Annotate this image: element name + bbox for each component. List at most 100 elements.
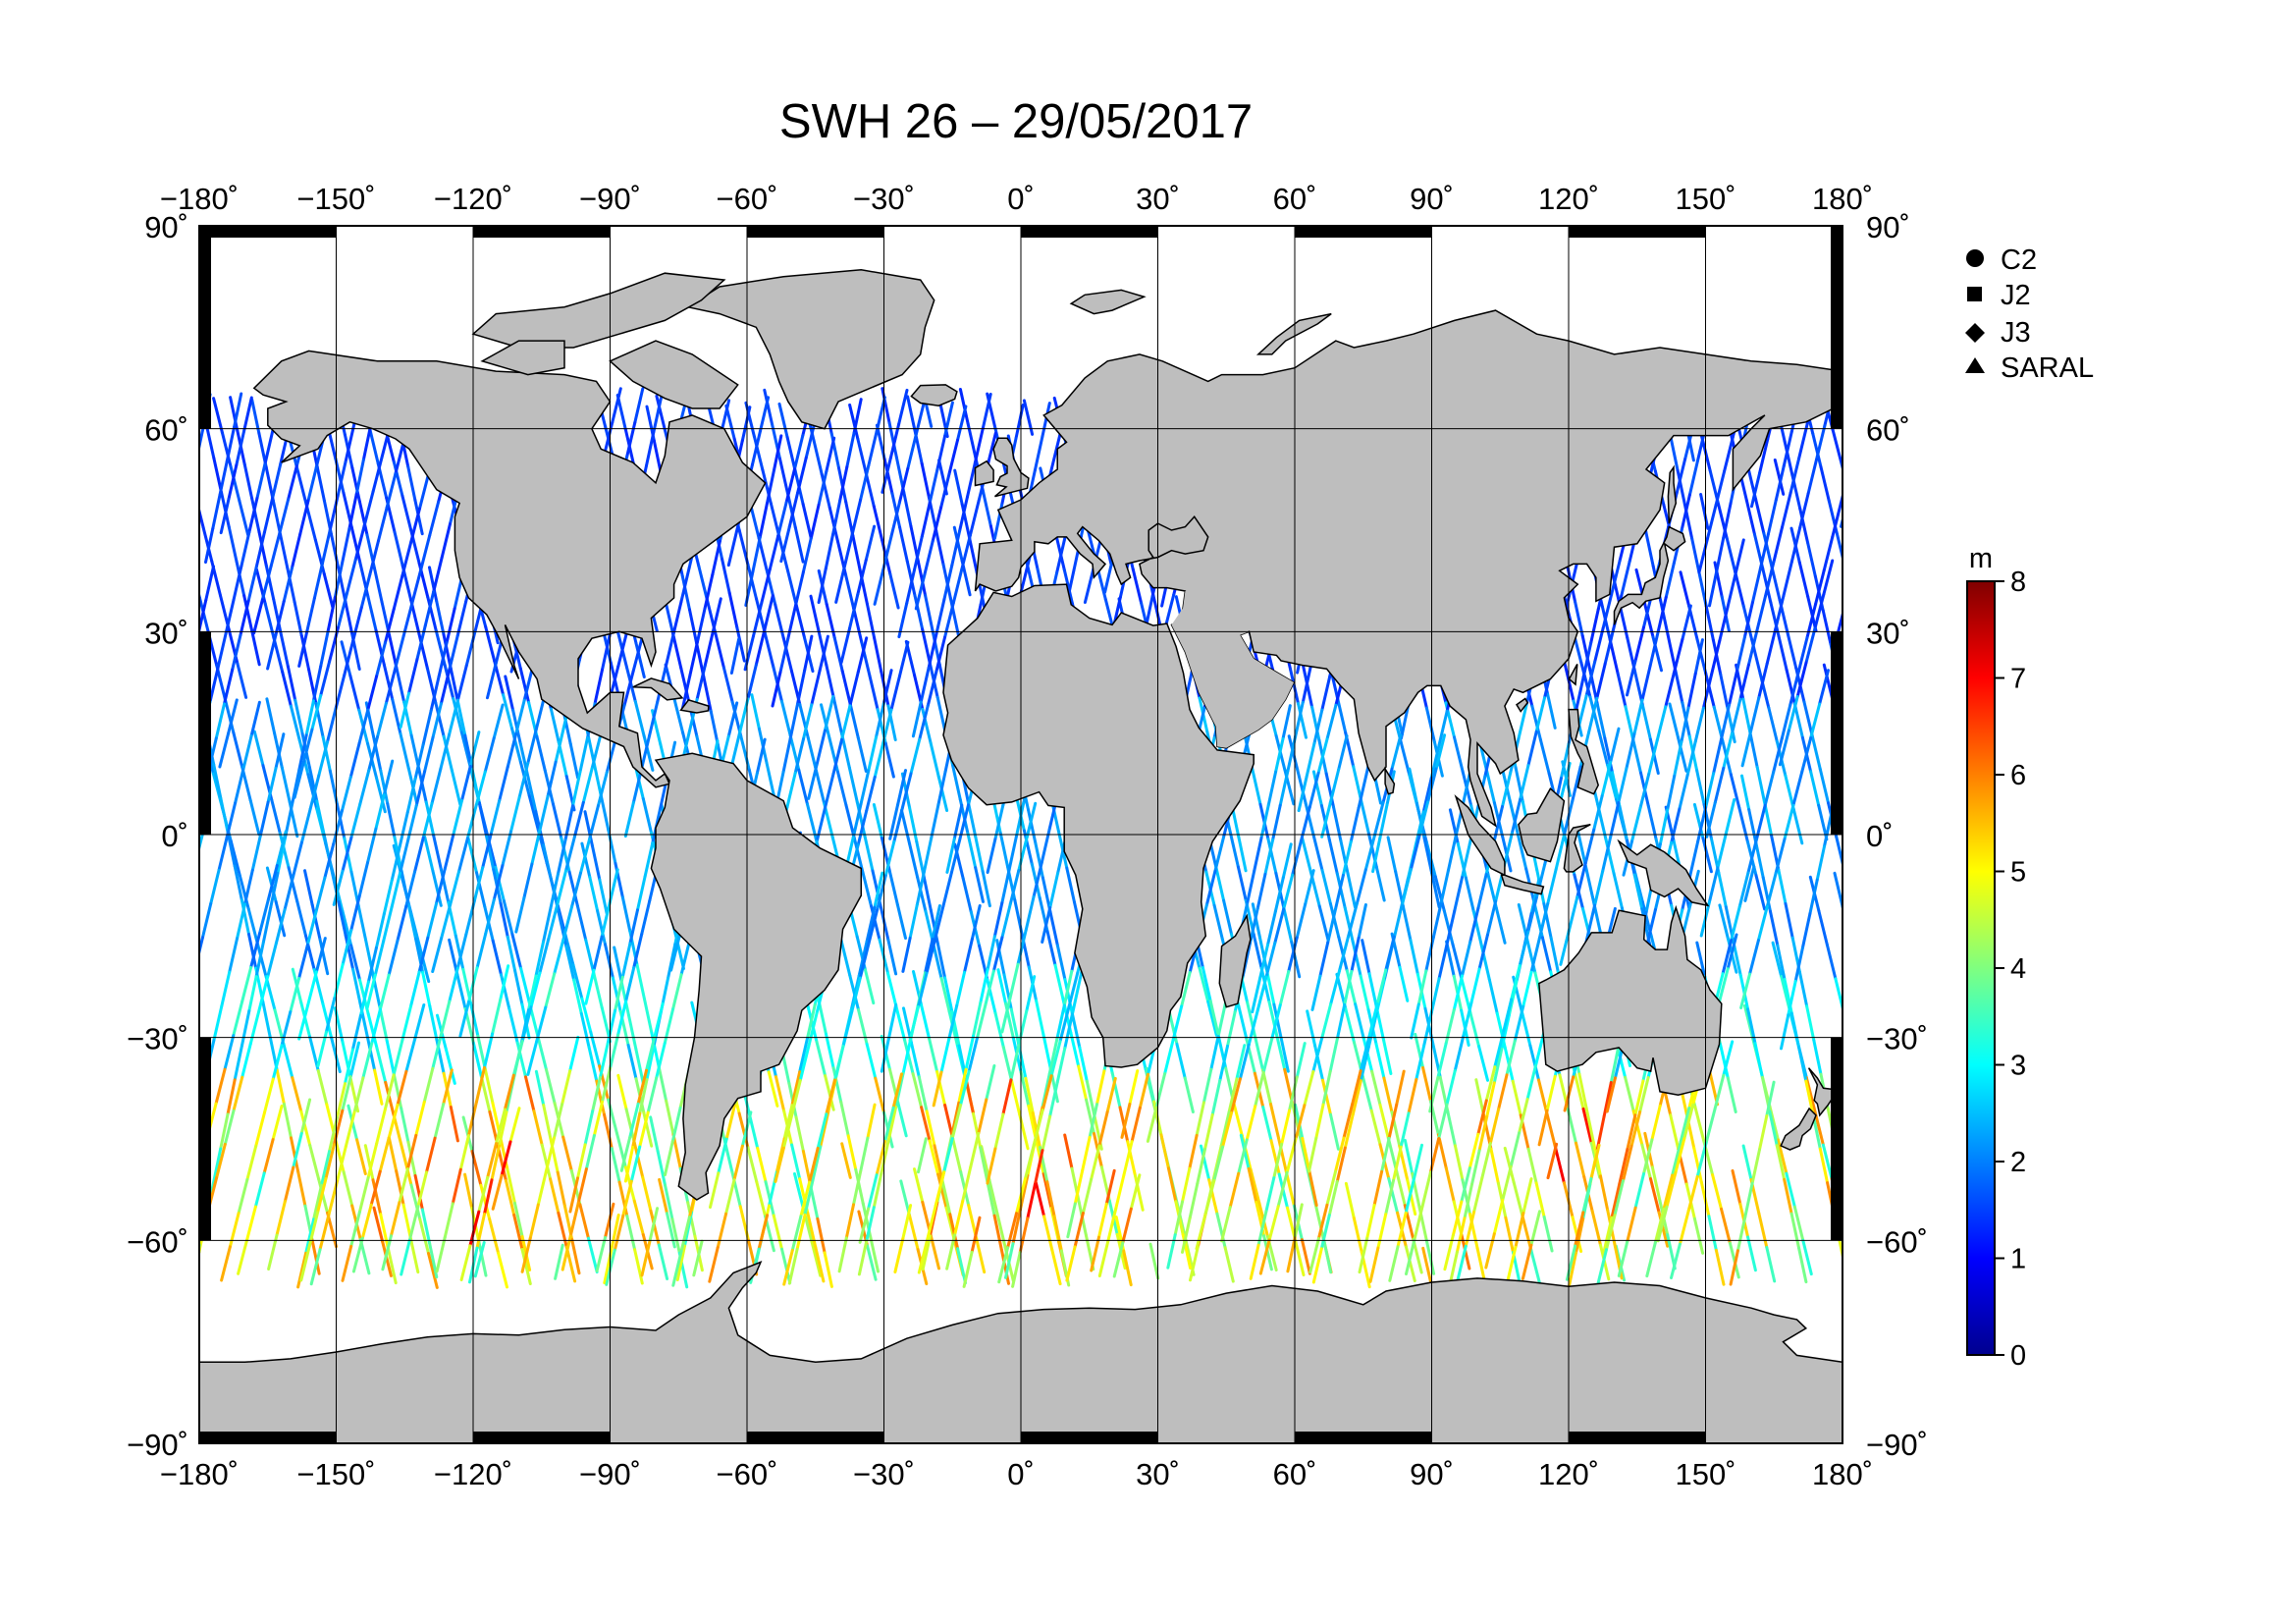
track-segment [435,599,446,636]
track-segment [1762,531,1774,568]
track-segment [1784,902,1794,940]
track-segment [1933,770,1942,803]
track-segment [266,766,278,804]
track-segment [367,735,379,773]
track-segment [1222,898,1234,937]
track-segment [1000,868,1011,905]
track-segment [143,504,152,537]
track-segment [1229,832,1240,869]
track-segment [1935,599,1943,632]
track-segment [622,670,635,707]
track-segment [18,1007,26,1041]
track-segment [1522,970,1533,1008]
track-segment [1589,1143,1601,1180]
track-segment [1806,458,1818,496]
track-segment [1252,933,1263,970]
track-segment [320,528,332,566]
track-segment [104,1184,112,1218]
track-segment [224,598,236,636]
track-segment [1460,977,1472,1014]
track-segment [1920,766,1929,799]
frame-bar-top [1295,226,1432,238]
track-segment [645,430,656,467]
track-segment [494,865,506,903]
track-segment [874,1076,885,1114]
track-segment [778,457,789,495]
track-segment [1226,1009,1237,1048]
track-segment [2046,1202,2055,1235]
track-segment [1685,739,1697,778]
track-segment [1429,977,1441,1014]
track-segment [844,1203,855,1240]
track-segment [920,501,932,538]
track-segment [314,937,327,974]
track-segment [229,839,241,877]
track-segment [357,708,370,745]
track-segment [561,904,574,943]
track-segment [293,762,305,799]
arabia-fill-land [1171,582,1295,748]
track-segment [2037,1168,2046,1202]
track-segment [1801,1238,1813,1276]
track-segment [1429,742,1441,780]
track-segment [1387,1177,1400,1215]
track-segment [961,1165,973,1203]
track-segment [914,573,927,611]
track-segment [1859,531,1868,565]
track-segment [424,800,436,838]
track-segment [245,1205,257,1242]
track-segment [836,770,848,807]
track-segment [1492,1047,1504,1085]
track-segment [1529,1210,1541,1247]
track-segment [919,666,931,704]
track-segment [2016,803,2024,838]
track-segment [1063,1012,1074,1051]
track-segment [856,736,868,773]
top-lon-tick-label: −150˚ [296,182,375,216]
axis-tick-labels: −180˚−180˚−150˚−150˚−120˚−120˚−90˚−90˚−6… [127,182,1928,1491]
track-segment [1678,1209,1690,1246]
track-segment [1955,1212,1963,1246]
track-segment [1351,940,1362,978]
track-segment [763,388,774,426]
track-segment [1062,969,1074,1007]
track-segment [846,1134,858,1171]
track-segment [767,1070,779,1108]
track-segment [935,942,947,980]
track-segment [382,905,394,943]
track-segment [1927,566,1935,599]
track-segment [1601,835,1613,873]
track-segment [1817,803,1829,841]
track-segment [1679,1107,1691,1144]
track-segment [1845,569,1854,603]
right-lat-tick-label: −90˚ [1866,1428,1928,1462]
track-segment [1693,1105,1706,1143]
track-segment [1843,1012,1852,1047]
frame-bar-top [199,226,337,238]
track-segment [1055,944,1067,981]
track-segment [621,1179,633,1217]
track-segment [1351,1069,1362,1107]
track-segment [347,492,358,530]
track-segment [1633,1079,1645,1117]
track-segment [1704,604,1715,642]
track-segment [257,975,270,1012]
track-segment [664,1183,674,1221]
track-segment [1335,1146,1347,1183]
track-segment [896,1101,908,1138]
iceland-land [910,384,958,406]
track-segment [1366,1011,1378,1049]
track-segment [993,1011,1005,1049]
track-segment [1785,1171,1796,1209]
track-segment [1503,1146,1516,1184]
track-segment [1743,1181,1754,1218]
track-segment [1931,1084,1939,1117]
track-segment [1878,1148,1887,1182]
track-segment [955,970,966,1007]
track-segment [379,1213,390,1251]
track-segment [291,1076,303,1113]
track-segment [165,527,172,562]
track-segment [1237,836,1248,873]
track-segment [1948,598,1955,632]
